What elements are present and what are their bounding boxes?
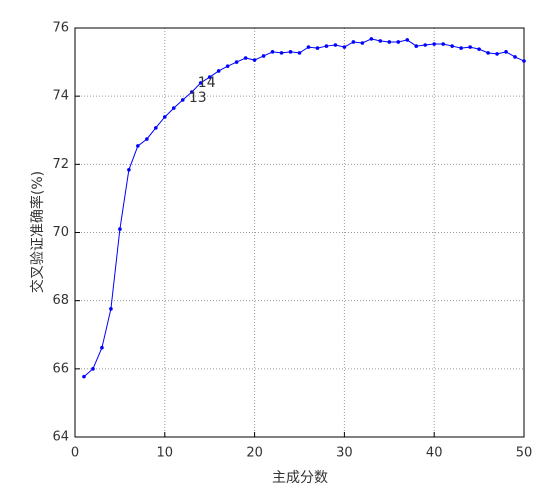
data-point xyxy=(378,39,383,43)
y-axis-label: 交叉验证准确率(%) xyxy=(29,171,46,293)
data-point xyxy=(450,44,454,48)
data-point xyxy=(315,46,320,50)
data-point xyxy=(207,75,212,79)
data-point xyxy=(324,44,329,48)
annotation: 13 xyxy=(189,90,207,106)
data-point xyxy=(459,46,463,50)
data-point xyxy=(243,56,248,60)
data-point xyxy=(100,345,104,350)
data-point xyxy=(136,144,140,148)
data-point xyxy=(198,81,203,85)
data-point xyxy=(468,45,472,49)
data-point xyxy=(432,42,437,46)
data-point xyxy=(495,52,499,56)
plot-frame xyxy=(74,27,525,438)
data-point xyxy=(288,50,293,54)
data-point xyxy=(504,50,508,54)
data-point xyxy=(127,167,131,172)
data-point xyxy=(333,43,338,47)
x-tick-label: 10 xyxy=(157,446,174,461)
x-tick-label: 50 xyxy=(516,446,533,461)
data-point xyxy=(118,227,122,231)
data-point xyxy=(234,60,239,64)
x-tick-label: 0 xyxy=(71,446,79,461)
data-point xyxy=(261,54,266,58)
y-tick-label: 64 xyxy=(52,430,69,445)
plot-area xyxy=(75,28,524,437)
x-tick-label: 40 xyxy=(426,446,443,461)
y-tick-label: 70 xyxy=(52,225,69,240)
data-point xyxy=(513,55,517,59)
x-axis-label: 主成分数 xyxy=(272,470,328,486)
data-point xyxy=(405,38,410,42)
data-point xyxy=(109,307,113,311)
data-point xyxy=(279,51,284,55)
data-point xyxy=(369,37,374,41)
data-point xyxy=(360,41,365,45)
data-point xyxy=(154,126,158,130)
data-point xyxy=(351,40,356,44)
data-point xyxy=(189,90,194,94)
data-point xyxy=(306,45,311,49)
data-point xyxy=(414,44,419,48)
data-point xyxy=(342,45,347,49)
data-point xyxy=(270,50,275,54)
x-tick-label: 30 xyxy=(336,446,353,461)
data-point xyxy=(145,137,149,141)
data-point xyxy=(297,51,302,55)
data-point xyxy=(486,51,490,55)
annotation: 14 xyxy=(198,75,216,91)
y-tick-label: 68 xyxy=(52,293,69,308)
data-point xyxy=(163,115,167,119)
data-point xyxy=(252,58,257,62)
data-point xyxy=(91,367,95,371)
x-tick-label: 20 xyxy=(246,446,263,461)
data-point xyxy=(423,43,428,47)
data-point xyxy=(216,69,221,73)
data-point xyxy=(387,40,392,44)
data-point xyxy=(477,47,481,51)
y-tick-label: 66 xyxy=(52,361,69,376)
data-point xyxy=(171,106,176,110)
y-tick-label: 72 xyxy=(52,157,69,172)
data-point xyxy=(225,64,230,68)
y-tick-label: 74 xyxy=(52,89,69,104)
data-point xyxy=(82,374,86,379)
y-tick-label: 76 xyxy=(52,21,69,36)
data-point xyxy=(441,42,445,46)
data-point xyxy=(396,40,401,44)
data-point xyxy=(180,98,185,102)
data-point xyxy=(522,59,526,63)
